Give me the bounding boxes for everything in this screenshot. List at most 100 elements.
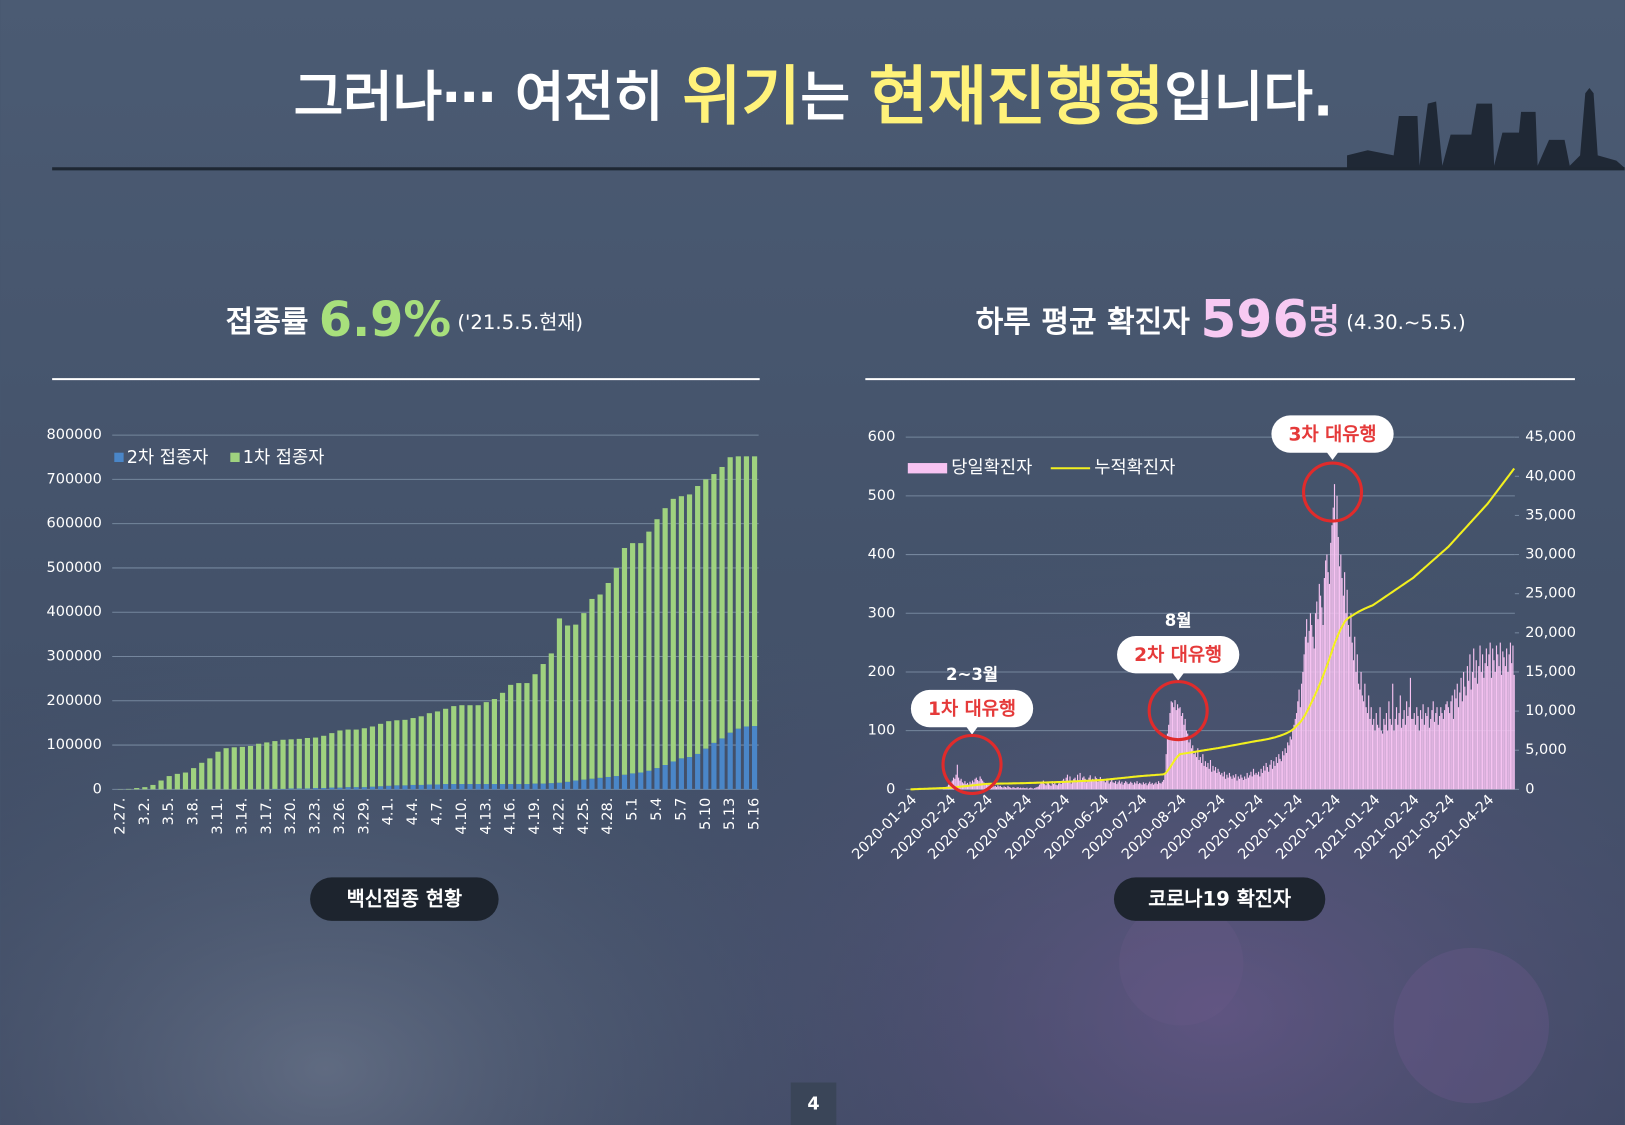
bar bbox=[1114, 781, 1117, 790]
bar bbox=[1411, 718, 1413, 790]
bar bbox=[1197, 748, 1199, 790]
bar-segment bbox=[264, 742, 270, 790]
x-tick-label: 4.16. bbox=[503, 798, 519, 835]
bar bbox=[1056, 785, 1058, 790]
bar bbox=[1461, 701, 1463, 790]
bar bbox=[1255, 772, 1257, 790]
bar bbox=[1169, 713, 1171, 790]
bar-segment bbox=[727, 457, 733, 733]
panel-heading: 접종률 6.9% ('21.5.5.현재) bbox=[226, 293, 584, 348]
bar bbox=[1218, 771, 1220, 790]
bar bbox=[1141, 784, 1143, 790]
bar bbox=[1457, 707, 1460, 790]
bar-segment bbox=[540, 664, 546, 784]
bar-segment bbox=[451, 784, 457, 790]
bar bbox=[1361, 695, 1363, 790]
bar bbox=[1507, 671, 1509, 790]
caption-pill bbox=[310, 877, 499, 921]
bar bbox=[1449, 713, 1451, 790]
bar-segment bbox=[581, 779, 587, 790]
bar bbox=[1025, 788, 1027, 790]
bar-segment bbox=[223, 748, 229, 790]
y-tick-label: 0 bbox=[93, 781, 102, 797]
bar bbox=[1352, 660, 1355, 790]
bar bbox=[1480, 671, 1482, 790]
bar bbox=[1125, 781, 1127, 790]
bar bbox=[1509, 642, 1511, 790]
bar bbox=[1288, 745, 1290, 790]
bar-segment bbox=[483, 784, 489, 790]
bar bbox=[1039, 784, 1041, 790]
bar bbox=[975, 777, 977, 790]
bar-segment bbox=[386, 785, 392, 790]
bar-segment bbox=[556, 618, 563, 783]
bar bbox=[1250, 771, 1252, 790]
title-part: 그러나⋯ 여전히 bbox=[294, 65, 683, 128]
bar bbox=[1111, 779, 1113, 790]
bar bbox=[1083, 776, 1085, 790]
bar-segment bbox=[548, 783, 554, 790]
bar bbox=[1511, 663, 1513, 790]
bar bbox=[1283, 755, 1285, 790]
bar bbox=[1028, 788, 1031, 790]
bar bbox=[1474, 677, 1476, 790]
bar-segment bbox=[719, 466, 725, 739]
y2-tick-label: 15,000 bbox=[1525, 664, 1576, 680]
bar bbox=[1074, 777, 1076, 790]
bar bbox=[1357, 683, 1360, 790]
bar bbox=[1185, 730, 1187, 790]
bar bbox=[1084, 778, 1086, 790]
bar bbox=[1073, 778, 1075, 790]
bar bbox=[1014, 788, 1017, 790]
y2-tick-label: 20,000 bbox=[1525, 625, 1576, 641]
bar-segment bbox=[418, 716, 424, 785]
bar bbox=[1178, 708, 1180, 790]
bar bbox=[1409, 677, 1412, 790]
virus-decoration bbox=[1393, 947, 1550, 1104]
y2-tick-label: 35,000 bbox=[1525, 507, 1576, 523]
bar-segment bbox=[312, 788, 319, 790]
bar bbox=[1018, 788, 1020, 790]
bar bbox=[1087, 780, 1089, 790]
bar bbox=[1494, 671, 1496, 790]
bar-segment bbox=[329, 787, 335, 790]
bar bbox=[1360, 671, 1362, 790]
bar bbox=[1350, 613, 1352, 790]
legend-swatch bbox=[907, 463, 948, 474]
bar bbox=[1155, 782, 1157, 790]
bar bbox=[1108, 783, 1110, 790]
bar bbox=[1137, 784, 1139, 790]
bar bbox=[1094, 776, 1096, 790]
bar bbox=[1085, 782, 1088, 790]
bar bbox=[1260, 768, 1262, 790]
x-tick-label: 4.25. bbox=[576, 798, 592, 835]
bar bbox=[1441, 713, 1443, 790]
bar-segment bbox=[613, 567, 619, 777]
annotation-text: 3차 대유행 bbox=[1289, 425, 1377, 446]
bar bbox=[1203, 765, 1205, 790]
bar bbox=[1240, 774, 1242, 790]
bar bbox=[1384, 724, 1386, 790]
bar bbox=[1333, 484, 1336, 790]
bar bbox=[1394, 718, 1396, 790]
bar-segment bbox=[743, 456, 750, 727]
bar bbox=[1369, 718, 1371, 790]
bar bbox=[1413, 713, 1415, 790]
bar bbox=[1427, 707, 1429, 790]
bar bbox=[1164, 772, 1166, 790]
bar-segment bbox=[191, 768, 197, 790]
bar bbox=[968, 784, 970, 790]
bar bbox=[1104, 782, 1106, 790]
bar-segment bbox=[678, 496, 684, 759]
bar bbox=[1285, 752, 1287, 790]
bar-segment bbox=[703, 748, 709, 790]
y-tick-label: 0 bbox=[886, 781, 895, 797]
bar-segment bbox=[378, 723, 384, 787]
bar bbox=[954, 778, 956, 790]
bar bbox=[1326, 554, 1328, 790]
bar-segment bbox=[491, 699, 497, 785]
bar bbox=[1020, 787, 1022, 790]
bar bbox=[1404, 724, 1406, 790]
bar bbox=[1163, 779, 1165, 790]
